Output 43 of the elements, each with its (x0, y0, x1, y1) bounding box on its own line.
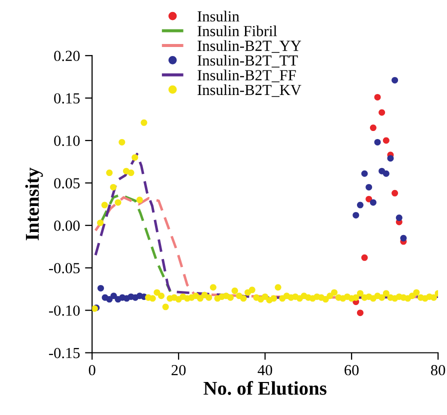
point (378, 109, 386, 116)
point (392, 76, 398, 84)
y-tick-label: 0.20 (54, 50, 80, 62)
point (97, 284, 104, 292)
y-tick-label: -0.05 (49, 262, 80, 274)
y-tick-label: -0.15 (49, 348, 80, 358)
point (110, 292, 117, 300)
x-tick-label: 0 (88, 364, 96, 376)
point (387, 155, 394, 162)
legend-label: Insulin-B2T_FF (198, 70, 296, 82)
x-tick-label: 60 (344, 364, 359, 376)
legend-label: Insulin-B2T_KV (198, 84, 302, 97)
point (400, 234, 407, 242)
x-tick-label: 40 (258, 364, 272, 376)
point (366, 196, 372, 202)
point (392, 190, 398, 196)
point (370, 124, 376, 132)
point (370, 199, 376, 206)
point (356, 310, 364, 316)
point (374, 94, 381, 100)
point (382, 137, 390, 144)
x-tick-label: 80 (431, 364, 446, 376)
y-tick-label: 0.15 (54, 93, 80, 104)
point (361, 170, 368, 177)
x-tick-label: 20 (172, 364, 186, 376)
point (366, 184, 372, 190)
point (374, 138, 381, 146)
point (382, 170, 390, 177)
point (356, 202, 364, 208)
point (361, 254, 368, 261)
point (106, 296, 113, 303)
point (396, 214, 402, 222)
y-tick-label: 0.00 (54, 220, 80, 231)
y-tick-label: 0.10 (54, 136, 80, 146)
legend-label: Insulin-B2T_TT (198, 54, 298, 68)
legend-label: Insulin-B2T_YY (198, 40, 302, 53)
x-axis-title: No. of Elutions (204, 380, 326, 395)
y-tick-label: -0.10 (49, 305, 80, 316)
legend-label: Insulin Fibril (198, 26, 277, 36)
y-axis-title: Intensity (25, 168, 43, 240)
legend-label: Insulin (198, 10, 240, 22)
y-tick-label: 0.05 (54, 178, 80, 188)
point (352, 212, 360, 218)
